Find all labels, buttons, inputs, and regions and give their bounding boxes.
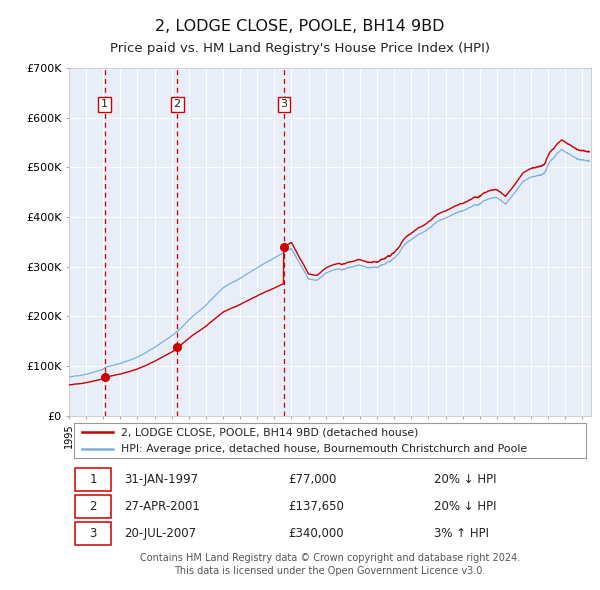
Text: 20% ↓ HPI: 20% ↓ HPI (434, 500, 497, 513)
Text: 1: 1 (101, 99, 108, 109)
Text: £77,000: £77,000 (288, 473, 337, 486)
Text: 3: 3 (89, 527, 97, 540)
Text: £137,650: £137,650 (288, 500, 344, 513)
Text: 3% ↑ HPI: 3% ↑ HPI (434, 527, 490, 540)
Text: 27-APR-2001: 27-APR-2001 (124, 500, 200, 513)
FancyBboxPatch shape (75, 468, 111, 491)
Text: 31-JAN-1997: 31-JAN-1997 (124, 473, 198, 486)
Text: HPI: Average price, detached house, Bournemouth Christchurch and Poole: HPI: Average price, detached house, Bour… (121, 444, 527, 454)
Text: 2: 2 (173, 99, 181, 109)
FancyBboxPatch shape (75, 522, 111, 545)
Text: 2, LODGE CLOSE, POOLE, BH14 9BD (detached house): 2, LODGE CLOSE, POOLE, BH14 9BD (detache… (121, 427, 419, 437)
Text: 1: 1 (89, 473, 97, 486)
Text: 3: 3 (280, 99, 287, 109)
Text: Contains HM Land Registry data © Crown copyright and database right 2024.
This d: Contains HM Land Registry data © Crown c… (140, 553, 520, 576)
FancyBboxPatch shape (74, 424, 586, 458)
Text: 2: 2 (89, 500, 97, 513)
Text: Price paid vs. HM Land Registry's House Price Index (HPI): Price paid vs. HM Land Registry's House … (110, 42, 490, 55)
Text: 2, LODGE CLOSE, POOLE, BH14 9BD: 2, LODGE CLOSE, POOLE, BH14 9BD (155, 19, 445, 34)
Text: £340,000: £340,000 (288, 527, 344, 540)
Text: 20% ↓ HPI: 20% ↓ HPI (434, 473, 497, 486)
FancyBboxPatch shape (75, 495, 111, 518)
Text: 20-JUL-2007: 20-JUL-2007 (124, 527, 196, 540)
